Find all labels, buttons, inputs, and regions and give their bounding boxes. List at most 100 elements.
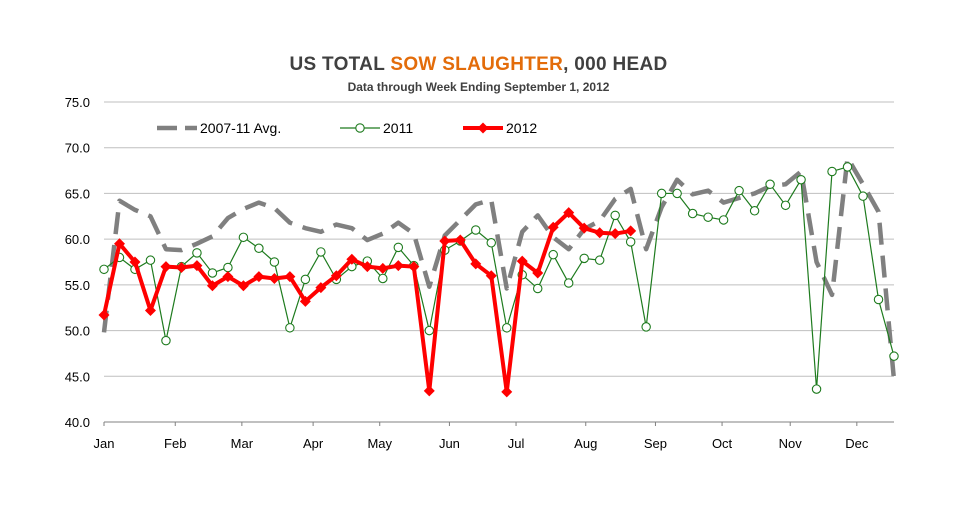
point-2011: [687, 208, 698, 219]
point-2011: [393, 242, 404, 253]
point-2012: [470, 258, 482, 270]
point-2011: [207, 268, 218, 278]
point-2012: [625, 225, 637, 237]
point-2012: [485, 270, 497, 282]
point-2011: [718, 215, 729, 225]
point-2011: [889, 351, 899, 361]
series-line-2011: [103, 166, 895, 390]
point-2011: [161, 335, 171, 346]
legend: 2007-11 Avg. 2011 2012: [157, 120, 537, 136]
point-2011: [563, 278, 574, 288]
point-2012: [423, 385, 435, 397]
y-tick-label: 60.0: [65, 232, 90, 247]
point-2011: [378, 273, 388, 284]
legend-label-avg: 2007-11 Avg.: [200, 120, 281, 136]
x-tick-label: Oct: [712, 436, 733, 451]
point-2011: [672, 188, 682, 199]
point-2012: [315, 282, 327, 294]
point-2012: [144, 304, 156, 316]
y-axis-ticks: 40.0 45.0 50.0 55.0 60.0 65.0 70.0 75.0: [65, 95, 90, 430]
point-2011: [765, 179, 775, 190]
point-2011: [145, 255, 156, 265]
point-2012: [439, 235, 451, 247]
point-2011: [223, 262, 233, 273]
legend-label-2012: 2012: [506, 120, 537, 136]
legend-marker-2011: [355, 123, 365, 133]
y-tick-label: 45.0: [65, 369, 90, 384]
title-part1: US TOTAL: [289, 54, 391, 75]
point-2011: [641, 322, 651, 332]
legend-label-2011: 2011: [383, 120, 413, 136]
point-2011: [254, 243, 264, 254]
x-tick-label: Mar: [231, 436, 254, 451]
x-tick-label: Apr: [303, 436, 324, 451]
point-2011: [424, 325, 435, 336]
point-2011: [842, 162, 853, 172]
point-2011: [579, 253, 589, 264]
title-part2: , 000 HEAD: [563, 54, 668, 75]
point-2012: [361, 261, 373, 273]
point-2012: [392, 260, 404, 272]
point-2011: [316, 247, 326, 257]
point-2012: [578, 222, 590, 234]
y-tick-label: 50.0: [65, 324, 90, 339]
y-tick-label: 65.0: [65, 186, 90, 201]
point-2012: [377, 262, 389, 274]
x-tick-label: Aug: [574, 436, 597, 451]
point-2012: [237, 280, 249, 292]
title-highlight: SOW SLAUGHTER: [390, 54, 564, 75]
point-2011: [269, 257, 280, 267]
point-2012: [547, 221, 559, 233]
point-2012: [330, 270, 342, 282]
point-2012: [175, 261, 187, 273]
x-tick-label: Dec: [845, 436, 869, 451]
point-2011: [548, 249, 558, 260]
point-2011: [192, 248, 202, 258]
point-2012: [284, 271, 296, 283]
point-2012: [408, 261, 420, 273]
point-2011: [610, 210, 620, 221]
y-tick-label: 55.0: [65, 278, 90, 293]
chart-title: US TOTAL SOW SLAUGHTER, 000 HEAD: [0, 54, 957, 76]
point-2012: [222, 271, 234, 283]
point-2011: [285, 323, 295, 333]
x-tick-label: Feb: [164, 436, 186, 451]
point-2011: [703, 212, 713, 222]
point-2011: [749, 206, 760, 216]
point-2012: [501, 386, 513, 398]
point-2012: [532, 267, 544, 279]
x-tick-label: May: [367, 436, 392, 451]
point-2011: [594, 255, 605, 265]
x-tick-label: Jul: [508, 436, 525, 451]
point-2011: [486, 238, 497, 248]
x-tick-label: Jun: [439, 436, 460, 451]
point-2012: [516, 255, 528, 267]
point-2011: [734, 185, 744, 196]
point-2012: [98, 309, 110, 321]
point-2011: [625, 237, 636, 247]
x-tick-label: Sep: [644, 436, 667, 451]
y-tick-label: 70.0: [65, 141, 90, 156]
point-2012: [191, 260, 203, 272]
point-2011: [796, 174, 806, 185]
point-2011: [99, 264, 109, 275]
point-2012: [609, 228, 621, 240]
point-2012: [346, 253, 358, 265]
y-tick-label: 40.0: [65, 415, 90, 430]
y-tick-label: 75.0: [65, 95, 90, 110]
point-2011: [238, 232, 249, 243]
point-2011: [532, 283, 543, 294]
x-axis-ticks: Jan Feb Mar Apr May Jun Jul Aug Sep Oct Nov Dec: [94, 422, 869, 451]
point-2012: [299, 295, 311, 307]
point-2012: [594, 227, 606, 239]
point-2012: [268, 272, 280, 284]
point-2011: [827, 166, 837, 177]
point-2012: [113, 238, 125, 250]
series-layer: [98, 155, 899, 398]
point-2011: [300, 274, 311, 285]
point-2011: [811, 384, 822, 394]
chart-subtitle: Data through Week Ending September 1, 20…: [347, 80, 610, 94]
point-2011: [858, 191, 868, 201]
point-2012: [129, 256, 141, 268]
